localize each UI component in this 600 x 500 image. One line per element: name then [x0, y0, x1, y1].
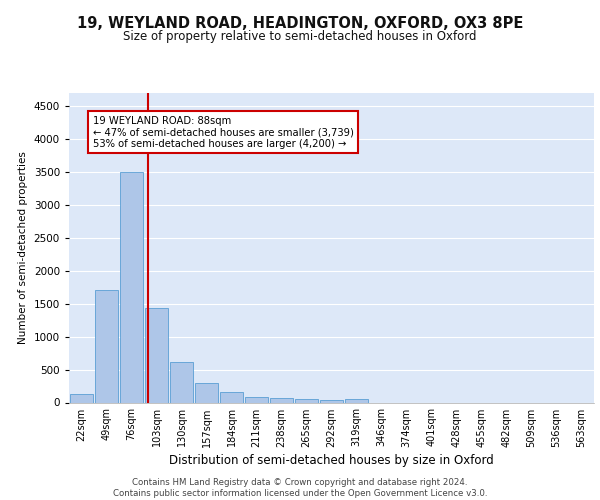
Bar	[269, 398, 293, 402]
Bar	[220, 392, 244, 402]
Y-axis label: Number of semi-detached properties: Number of semi-detached properties	[18, 151, 28, 344]
Bar	[170, 362, 193, 403]
Bar	[145, 308, 169, 402]
X-axis label: Distribution of semi-detached houses by size in Oxford: Distribution of semi-detached houses by …	[169, 454, 494, 466]
Bar	[95, 290, 118, 403]
Bar	[295, 399, 319, 402]
Bar	[119, 172, 143, 402]
Bar	[320, 400, 343, 402]
Bar	[70, 394, 94, 402]
Text: Contains HM Land Registry data © Crown copyright and database right 2024.
Contai: Contains HM Land Registry data © Crown c…	[113, 478, 487, 498]
Bar	[344, 399, 368, 402]
Text: 19, WEYLAND ROAD, HEADINGTON, OXFORD, OX3 8PE: 19, WEYLAND ROAD, HEADINGTON, OXFORD, OX…	[77, 16, 523, 31]
Bar	[245, 396, 268, 402]
Text: Size of property relative to semi-detached houses in Oxford: Size of property relative to semi-detach…	[123, 30, 477, 43]
Text: 19 WEYLAND ROAD: 88sqm
← 47% of semi-detached houses are smaller (3,739)
53% of : 19 WEYLAND ROAD: 88sqm ← 47% of semi-det…	[93, 116, 353, 149]
Bar	[194, 384, 218, 402]
